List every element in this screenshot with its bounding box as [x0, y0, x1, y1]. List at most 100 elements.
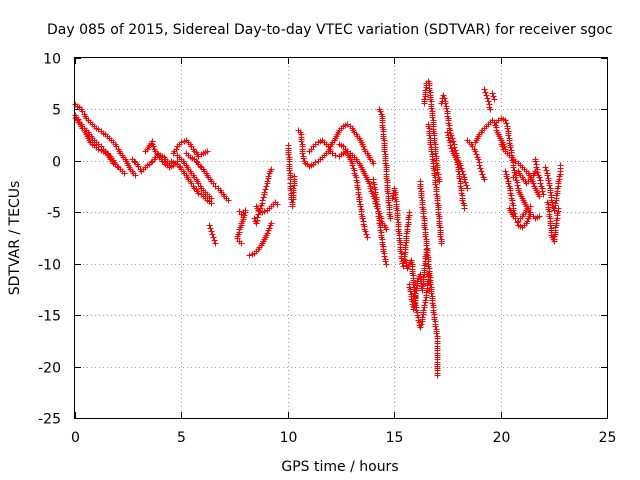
data-point — [440, 92, 447, 99]
data-point — [300, 155, 307, 162]
data-point — [421, 96, 428, 103]
data-point — [412, 290, 419, 297]
data-point — [457, 162, 464, 169]
data-point — [472, 148, 479, 155]
data-point — [507, 144, 514, 151]
data-point — [298, 138, 305, 145]
data-point — [382, 258, 389, 265]
data-point — [428, 148, 435, 155]
data-point — [364, 234, 371, 241]
data-point — [537, 180, 544, 187]
x-tick-label: 15 — [386, 430, 404, 446]
data-point — [387, 215, 394, 222]
data-point — [542, 164, 549, 171]
data-point — [207, 225, 214, 232]
data-point — [530, 180, 537, 187]
data-point — [428, 105, 435, 112]
data-point — [464, 185, 471, 192]
data-point — [540, 191, 547, 198]
data-point — [289, 199, 296, 206]
data-point — [211, 237, 218, 244]
data-point — [481, 86, 488, 93]
data-point — [356, 198, 363, 205]
data-point — [357, 203, 364, 210]
data-point — [432, 323, 439, 330]
data-point — [325, 143, 332, 150]
data-point — [299, 150, 306, 157]
data-point — [359, 215, 366, 222]
data-point — [436, 178, 443, 185]
data-point — [534, 169, 541, 176]
data-point — [505, 132, 512, 139]
data-point — [377, 108, 384, 115]
y-tick-label: 5 — [52, 103, 61, 119]
data-point — [121, 170, 128, 177]
data-point — [362, 228, 369, 235]
data-point — [536, 213, 543, 220]
data-point — [432, 150, 439, 157]
data-point — [484, 95, 491, 102]
data-point — [413, 285, 420, 292]
data-point — [536, 193, 543, 200]
data-point — [209, 231, 216, 238]
data-point — [557, 162, 564, 169]
data-point — [355, 191, 362, 198]
chart-title: Day 085 of 2015, Sidereal Day-to-day VTE… — [47, 22, 613, 38]
data-point — [462, 179, 469, 186]
axis-ticks: 0 5 10 15 20 25 10 5 0 -5 -10 -15 -20 -25 — [38, 52, 616, 447]
data-point — [225, 197, 232, 204]
data-point — [445, 134, 452, 141]
data-point — [460, 171, 467, 178]
data-point — [286, 167, 293, 174]
data-point — [264, 230, 271, 237]
data-point — [383, 261, 390, 268]
data-point — [482, 89, 489, 96]
data-point — [473, 151, 480, 158]
data-point — [421, 302, 428, 309]
data-point — [504, 125, 511, 132]
data-point — [504, 175, 511, 182]
data-point — [438, 240, 445, 247]
data-point — [442, 100, 449, 107]
data-point — [461, 205, 468, 212]
data-point — [290, 185, 297, 192]
data-point — [426, 132, 433, 139]
data-point — [451, 144, 458, 151]
data-point — [434, 372, 441, 379]
data-point — [208, 228, 215, 235]
data-point — [524, 218, 531, 225]
data-point — [253, 220, 260, 227]
data-point — [514, 182, 521, 189]
data-point — [448, 145, 455, 152]
data-point — [197, 163, 204, 170]
data-point — [447, 142, 454, 149]
data-point — [406, 209, 413, 216]
data-point — [389, 195, 396, 202]
data-point — [131, 158, 138, 165]
data-point — [402, 242, 409, 249]
data-point — [420, 274, 427, 281]
data-point — [265, 173, 272, 180]
data-point — [505, 180, 512, 187]
data-point — [407, 288, 414, 295]
data-point — [372, 191, 379, 198]
data-point — [259, 197, 266, 204]
data-point — [104, 150, 111, 157]
x-tick-label: 25 — [599, 430, 617, 446]
data-point — [444, 129, 451, 136]
data-point — [423, 242, 430, 249]
grid-lines — [75, 58, 607, 418]
data-point — [422, 233, 429, 240]
y-tick-label: -15 — [38, 309, 61, 325]
data-point — [475, 156, 482, 163]
data-point — [463, 182, 470, 189]
data-point — [363, 231, 370, 238]
data-point — [383, 226, 390, 233]
data-point — [536, 174, 543, 181]
data-point — [510, 164, 517, 171]
data-point — [95, 146, 102, 153]
data-point — [114, 163, 121, 170]
data-point — [349, 162, 356, 169]
data-point — [477, 165, 484, 172]
data-point — [503, 120, 510, 127]
